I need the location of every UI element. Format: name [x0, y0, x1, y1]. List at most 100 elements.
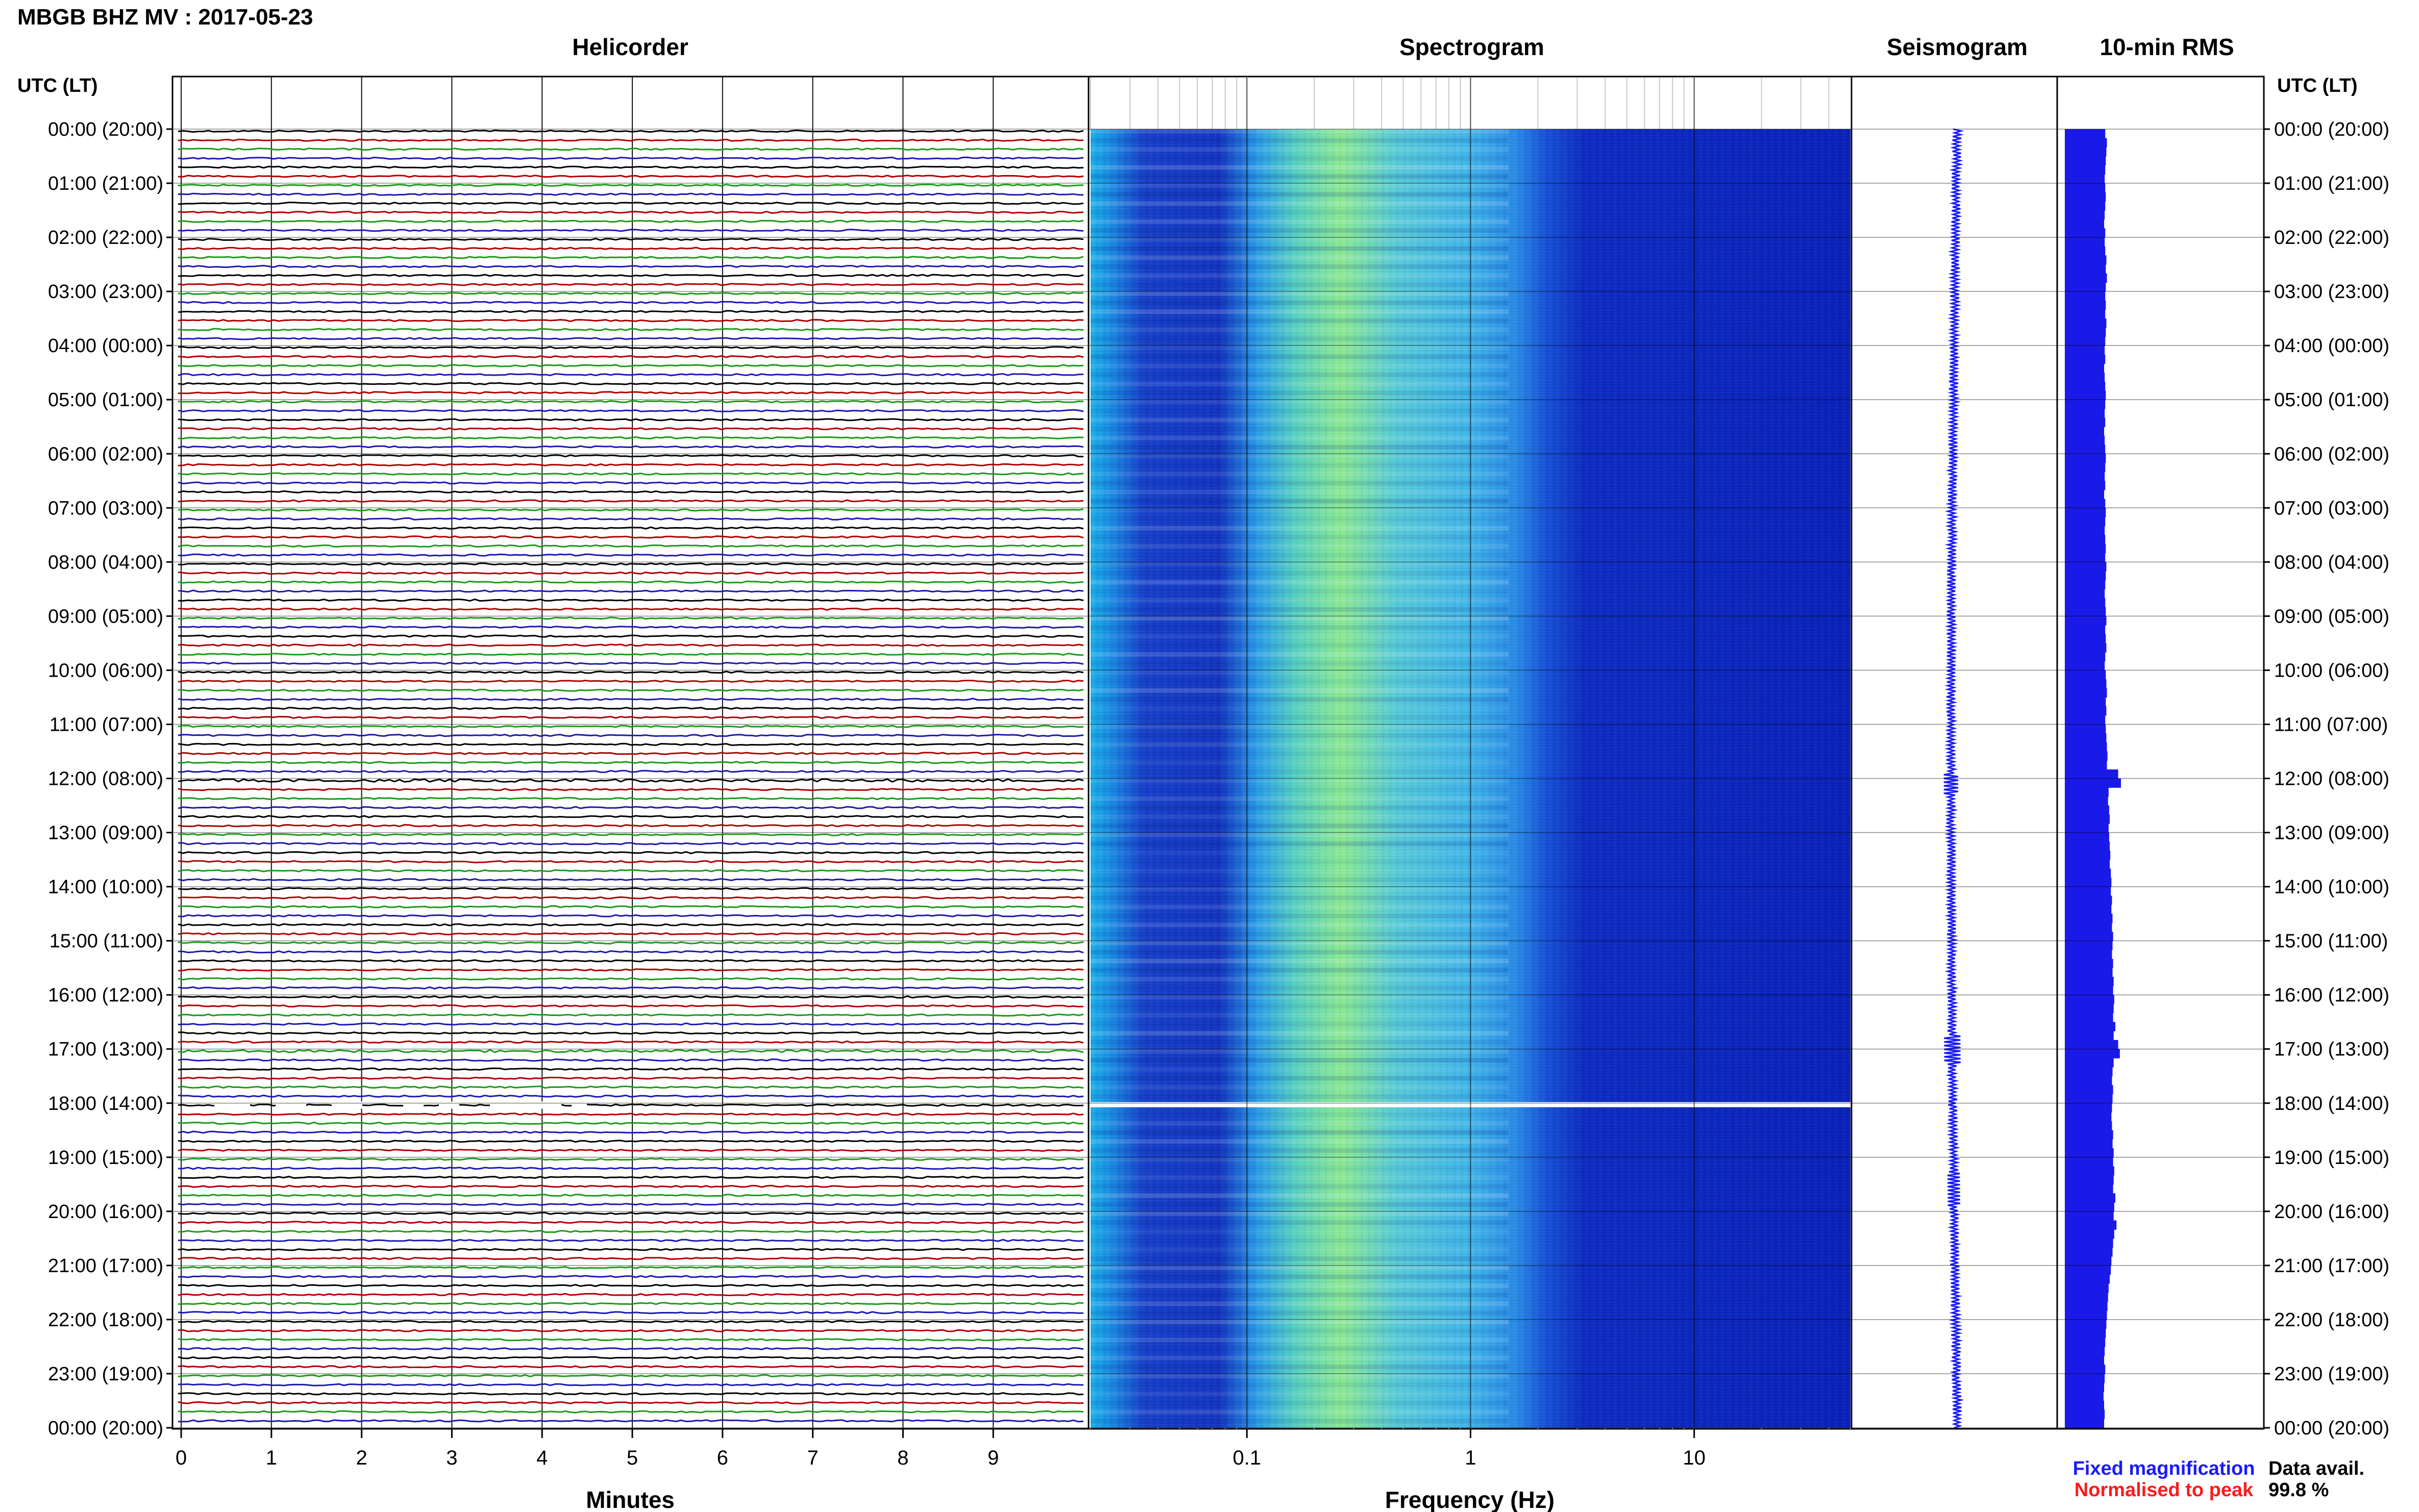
data-gap	[490, 1101, 561, 1109]
helicorder-trace	[178, 1085, 1084, 1089]
helicorder-trace	[178, 1094, 1084, 1098]
rms-bar	[2065, 400, 2106, 409]
legend-normalised: Normalised to peak	[2075, 1479, 2254, 1501]
rms-bar	[2065, 183, 2106, 193]
helicorder-trace	[178, 147, 1084, 151]
helicorder-trace	[178, 418, 1084, 422]
helicorder-trace	[178, 274, 1084, 277]
time-label-right: 18:00 (14:00)	[2274, 1093, 2389, 1114]
helicorder-trace	[178, 887, 1084, 890]
helicorder-trace	[178, 337, 1084, 340]
rms-bar	[2065, 832, 2109, 842]
helicorder-trace	[178, 1320, 1084, 1324]
rms-bar	[2065, 598, 2106, 608]
rms-bar	[2065, 814, 2110, 824]
time-label-right: 05:00 (01:00)	[2274, 389, 2389, 411]
rms-bar	[2065, 769, 2118, 779]
helicorder-trace	[178, 1275, 1084, 1278]
rms-bar	[2065, 228, 2106, 238]
rms-bar	[2065, 1013, 2113, 1023]
helicorder-trace	[178, 1293, 1084, 1297]
time-label-left: 04:00 (00:00)	[48, 335, 163, 357]
time-label-right: 01:00 (21:00)	[2274, 173, 2389, 194]
spectrogram-tick-label: 10	[1683, 1447, 1706, 1469]
rms-bar	[2065, 201, 2106, 211]
rms-bar	[2065, 444, 2106, 454]
time-label-right: 00:00 (20:00)	[2274, 119, 2389, 140]
helicorder-trace	[178, 400, 1084, 404]
time-label-right: 03:00 (23:00)	[2274, 281, 2389, 303]
helicorder-title: Helicorder	[572, 34, 688, 60]
helicorder-trace	[178, 959, 1084, 963]
helicorder-trace	[178, 634, 1083, 638]
rms-bar	[2065, 923, 2112, 932]
helicorder-tick-label: 9	[988, 1447, 999, 1469]
rms-bar	[2065, 968, 2113, 977]
rms-bar	[2065, 291, 2106, 301]
helicorder-xlabel: Minutes	[586, 1486, 675, 1512]
time-label-right: 00:00 (20:00)	[2274, 1418, 2389, 1439]
helicorder-trace	[178, 364, 1084, 367]
rms-bar	[2065, 1049, 2120, 1058]
helicorder-trace	[178, 968, 1084, 972]
helicorder-trace	[178, 319, 1084, 323]
helicorder-trace	[178, 797, 1084, 800]
time-axis-label-right: UTC (LT)	[2277, 75, 2358, 96]
helicorder-trace	[178, 1130, 1084, 1134]
rms-bar	[2065, 562, 2107, 572]
helicorder-trace	[178, 1004, 1084, 1008]
rms-bar	[2065, 616, 2107, 626]
time-labels: 00:00 (20:00) 00:00 (20:00) 01:00 (21:00) 0…	[48, 119, 2389, 1439]
rms-bar	[2065, 625, 2106, 635]
helicorder-trace	[178, 454, 1084, 458]
helicorder-trace	[178, 652, 1084, 656]
helicorder-trace	[178, 1230, 1084, 1233]
time-label-left: 10:00 (06:00)	[48, 660, 163, 681]
time-label-left: 06:00 (02:00)	[48, 443, 163, 465]
data-gap	[214, 1101, 250, 1109]
rms-bar	[2065, 1175, 2114, 1185]
helicorder-trace	[178, 905, 1084, 909]
rms-bar	[2065, 309, 2106, 319]
rms-bar	[2065, 995, 2114, 1004]
rms-title: 10-min RMS	[2100, 34, 2234, 60]
helicorder-trace	[178, 481, 1084, 485]
helicorder-trace	[178, 733, 1084, 737]
time-label-right: 09:00 (05:00)	[2274, 606, 2389, 627]
data-gap	[276, 1101, 306, 1109]
helicorder-trace	[178, 1112, 1084, 1116]
rms-bar	[2065, 499, 2106, 508]
helicorder-trace	[178, 589, 1084, 593]
helicorder-trace	[178, 1184, 1084, 1188]
time-label-right: 15:00 (11:00)	[2274, 931, 2388, 952]
helicorder-trace	[178, 310, 1084, 313]
helicorder-trace	[178, 1040, 1084, 1044]
figure-title: MBGB BHZ MV : 2017-05-23	[17, 5, 313, 30]
helicorder-tick-label: 4	[536, 1447, 548, 1469]
rms-bar	[2065, 472, 2105, 481]
rms-bar	[2065, 1193, 2115, 1203]
data-gap	[572, 1101, 587, 1109]
helicorder-trace	[178, 761, 1084, 764]
helicorder-trace	[178, 138, 1084, 142]
helicorder-trace	[178, 508, 1084, 512]
helicorder-trace	[178, 923, 1084, 927]
rms-bar	[2065, 1139, 2113, 1149]
rms-bar	[2065, 715, 2106, 725]
rms-bar	[2065, 896, 2112, 905]
helicorder-trace	[178, 815, 1084, 819]
helicorder-trace	[178, 1338, 1084, 1342]
helicorder-trace	[178, 490, 1084, 494]
helicorder-trace	[178, 598, 1084, 602]
rms-bar	[2065, 1040, 2118, 1050]
rms-bar	[2065, 210, 2105, 220]
helicorder-trace	[178, 1167, 1084, 1170]
helicorder-trace	[178, 373, 1084, 377]
rms-bar	[2065, 1238, 2113, 1248]
time-label-right: 22:00 (18:00)	[2274, 1309, 2389, 1331]
helicorder-trace	[178, 427, 1084, 431]
helicorder-trace	[178, 165, 1084, 169]
helicorder-trace	[178, 1284, 1083, 1287]
spectrogram-xlabel: Frequency (Hz)	[1385, 1486, 1554, 1512]
helicorder-trace	[178, 950, 1084, 954]
